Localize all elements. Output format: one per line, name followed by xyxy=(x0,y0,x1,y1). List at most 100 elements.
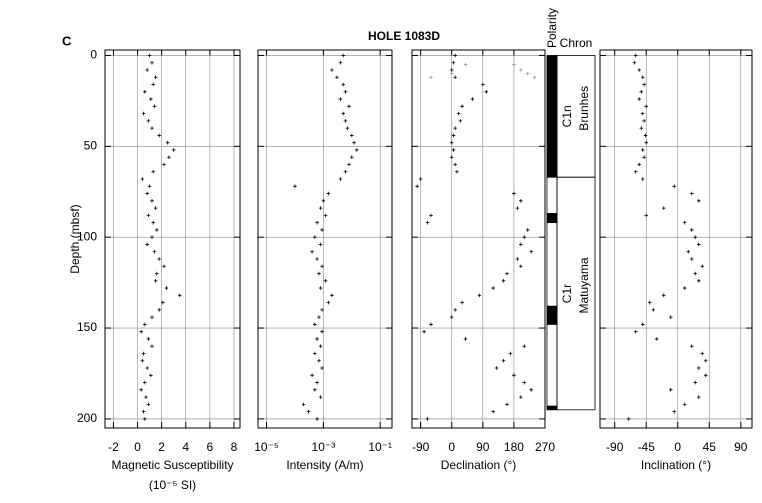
data-point xyxy=(522,344,527,349)
data-point xyxy=(644,213,649,218)
data-point xyxy=(347,162,351,167)
data-point xyxy=(703,358,708,363)
data-point xyxy=(326,300,331,305)
data-point xyxy=(640,111,645,116)
data-point xyxy=(425,220,430,225)
data-point xyxy=(151,169,156,174)
data-point xyxy=(157,257,162,261)
data-point xyxy=(149,97,153,101)
x-tick-label: -45 xyxy=(638,440,656,454)
data-point xyxy=(142,89,147,94)
data-point xyxy=(633,169,638,174)
data-point xyxy=(689,228,694,232)
data-point xyxy=(470,97,475,101)
data-point xyxy=(644,104,649,109)
data-point xyxy=(640,177,645,181)
data-point xyxy=(315,337,319,341)
data-point xyxy=(321,199,326,203)
data-point xyxy=(512,373,516,378)
data-point xyxy=(315,380,319,385)
x-tick-label: 45 xyxy=(703,440,717,454)
data-point xyxy=(686,249,691,254)
data-point xyxy=(323,278,328,283)
data-point xyxy=(151,82,156,87)
x-tick-label: -90 xyxy=(412,440,430,454)
data-point xyxy=(341,53,346,58)
data-point xyxy=(141,351,146,356)
data-point xyxy=(644,140,649,145)
x-tick-label: 0 xyxy=(674,440,681,454)
data-point xyxy=(525,71,530,76)
data-point xyxy=(142,417,147,421)
data-point xyxy=(318,206,323,210)
data-point xyxy=(425,417,430,421)
data-point xyxy=(689,344,694,349)
data-point xyxy=(140,177,145,181)
data-point xyxy=(140,358,145,363)
data-point xyxy=(157,133,162,138)
data-point xyxy=(696,278,701,283)
data-point xyxy=(315,257,319,261)
data-point xyxy=(354,148,359,152)
panel-frame xyxy=(411,49,546,429)
y-tick-label: 0 xyxy=(90,48,97,62)
data-point xyxy=(318,286,323,290)
data-point xyxy=(458,119,463,123)
x-tick-label: 10⁻³ xyxy=(312,440,336,454)
y-tick-label: 50 xyxy=(84,138,98,152)
data-point xyxy=(532,75,537,80)
data-point xyxy=(142,380,147,385)
data-point xyxy=(640,75,645,80)
data-point xyxy=(512,62,516,67)
data-point xyxy=(491,286,495,290)
data-point xyxy=(310,249,314,254)
data-point xyxy=(494,366,499,370)
data-point xyxy=(529,388,533,392)
panel-frame xyxy=(104,49,241,429)
data-point xyxy=(481,82,485,87)
data-point xyxy=(146,402,151,407)
data-point xyxy=(318,344,323,349)
data-point xyxy=(343,119,348,123)
panel-frame xyxy=(599,49,753,429)
data-point xyxy=(320,228,324,232)
data-point xyxy=(515,257,520,261)
x-axis-label: Inclination (°) xyxy=(641,458,711,472)
data-point xyxy=(460,300,464,305)
data-point xyxy=(456,111,461,116)
data-point xyxy=(696,366,701,370)
data-point xyxy=(637,97,642,101)
x-tick-label: 90 xyxy=(734,440,748,454)
data-point xyxy=(522,380,527,385)
x-tick-label: 0 xyxy=(134,440,141,454)
data-point xyxy=(343,89,348,94)
data-point xyxy=(672,184,677,189)
data-point xyxy=(639,126,644,130)
data-point xyxy=(519,199,523,203)
data-point xyxy=(429,213,433,218)
data-point xyxy=(654,337,659,341)
data-point xyxy=(177,293,182,298)
data-point xyxy=(313,388,317,392)
data-point xyxy=(449,315,454,319)
data-point xyxy=(429,75,433,80)
x-tick-label: 8 xyxy=(231,440,238,454)
data-point xyxy=(651,308,656,312)
data-point xyxy=(349,155,354,160)
data-point xyxy=(313,235,317,239)
data-point xyxy=(150,344,154,349)
polarity-title: Polarity xyxy=(545,8,559,48)
data-point xyxy=(352,140,356,145)
chron-epoch: Matuyama xyxy=(577,257,591,313)
x-axis-label: Magnetic Susceptibility xyxy=(111,458,233,472)
data-point xyxy=(415,184,419,189)
data-point xyxy=(341,111,346,116)
data-point xyxy=(323,213,328,218)
data-point xyxy=(525,228,530,232)
data-point xyxy=(318,242,323,247)
data-point xyxy=(460,104,464,109)
data-point xyxy=(647,300,652,305)
data-point xyxy=(451,60,456,65)
data-point xyxy=(150,235,154,239)
data-point xyxy=(155,228,159,232)
